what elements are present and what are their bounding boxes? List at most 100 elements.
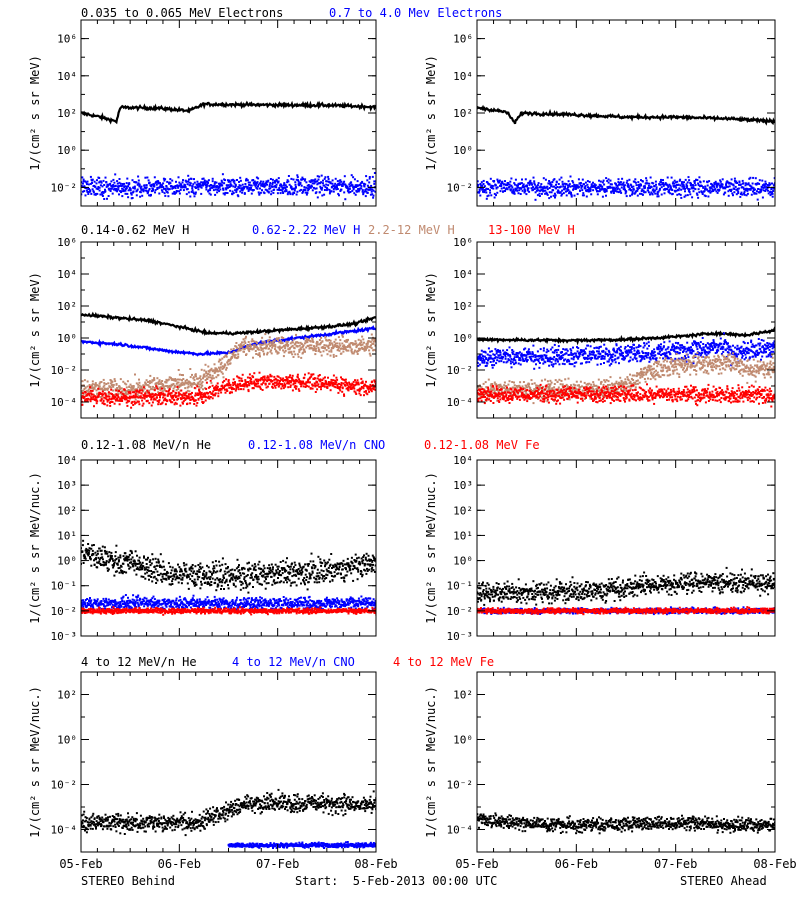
data-point bbox=[230, 391, 232, 393]
data-point bbox=[741, 351, 743, 353]
data-point bbox=[362, 387, 364, 389]
data-point bbox=[583, 349, 585, 351]
data-point bbox=[213, 189, 215, 191]
data-point bbox=[364, 384, 366, 386]
data-point bbox=[125, 396, 127, 398]
data-point bbox=[499, 350, 501, 352]
data-point bbox=[596, 350, 598, 352]
data-point bbox=[700, 181, 702, 183]
data-point bbox=[105, 177, 107, 179]
data-point bbox=[93, 396, 95, 398]
data-point bbox=[156, 382, 158, 384]
data-point bbox=[558, 354, 560, 356]
data-point bbox=[498, 355, 500, 357]
data-point bbox=[338, 194, 340, 196]
data-point bbox=[708, 180, 710, 182]
y-tick-label: 10⁴ bbox=[57, 268, 77, 281]
data-point bbox=[687, 356, 689, 358]
data-point bbox=[171, 384, 173, 386]
data-point bbox=[537, 350, 539, 352]
data-point bbox=[216, 387, 218, 389]
data-point bbox=[766, 356, 768, 358]
data-point bbox=[149, 380, 151, 382]
data-point bbox=[189, 368, 191, 370]
data-point bbox=[151, 388, 153, 390]
data-point bbox=[563, 192, 565, 194]
data-point bbox=[723, 332, 725, 334]
data-point bbox=[515, 362, 517, 364]
data-point bbox=[555, 363, 557, 365]
data-point bbox=[191, 187, 193, 189]
data-point bbox=[694, 182, 696, 184]
data-point bbox=[89, 384, 91, 386]
data-point bbox=[676, 194, 678, 196]
data-point bbox=[555, 184, 557, 186]
data-point bbox=[510, 360, 512, 362]
data-point bbox=[747, 342, 749, 344]
data-point bbox=[219, 186, 221, 188]
data-point bbox=[342, 351, 344, 353]
data-point bbox=[116, 384, 118, 386]
data-point bbox=[707, 347, 709, 349]
data-point bbox=[327, 353, 329, 355]
data-point bbox=[490, 361, 492, 363]
data-point bbox=[485, 192, 487, 194]
data-point bbox=[198, 386, 200, 388]
data-point bbox=[257, 177, 259, 179]
data-point bbox=[210, 184, 212, 186]
data-point bbox=[164, 394, 166, 396]
data-point bbox=[532, 345, 534, 347]
data-point bbox=[659, 181, 661, 183]
data-point bbox=[630, 351, 632, 353]
data-point bbox=[195, 192, 197, 194]
data-point bbox=[103, 401, 105, 403]
data-point bbox=[93, 405, 95, 407]
data-point bbox=[722, 346, 724, 348]
data-point bbox=[532, 353, 534, 355]
data-point bbox=[542, 190, 544, 192]
data-point bbox=[146, 177, 148, 179]
data-point bbox=[524, 355, 526, 357]
data-point bbox=[96, 193, 98, 195]
data-point bbox=[623, 187, 625, 189]
data-point bbox=[344, 346, 346, 348]
data-point bbox=[284, 347, 286, 349]
data-point bbox=[178, 369, 180, 371]
data-point bbox=[262, 350, 264, 352]
data-point bbox=[674, 348, 676, 350]
data-point bbox=[264, 192, 266, 194]
data-point bbox=[576, 346, 578, 348]
data-point bbox=[93, 191, 95, 193]
data-point bbox=[183, 189, 185, 191]
data-point bbox=[677, 184, 679, 186]
data-point bbox=[109, 405, 111, 407]
data-point bbox=[338, 383, 340, 385]
data-point bbox=[286, 189, 288, 191]
data-point bbox=[330, 355, 332, 357]
data-point bbox=[123, 183, 125, 185]
data-point bbox=[739, 196, 741, 198]
data-point bbox=[659, 351, 661, 353]
data-point bbox=[530, 358, 532, 360]
data-point bbox=[509, 380, 511, 382]
data-point bbox=[268, 377, 270, 379]
data-point bbox=[483, 362, 485, 364]
data-point bbox=[373, 341, 375, 343]
data-point bbox=[339, 343, 341, 345]
data-point bbox=[271, 190, 273, 192]
data-point bbox=[154, 176, 156, 178]
data-point bbox=[648, 191, 650, 193]
data-point bbox=[310, 344, 312, 346]
data-point bbox=[182, 403, 184, 405]
data-point bbox=[365, 390, 367, 392]
data-point bbox=[702, 343, 704, 345]
data-point bbox=[275, 186, 277, 188]
data-point bbox=[129, 187, 131, 189]
data-point bbox=[485, 352, 487, 354]
data-point bbox=[346, 339, 348, 341]
data-point bbox=[203, 376, 205, 378]
data-point bbox=[255, 353, 257, 355]
data-point bbox=[643, 357, 645, 359]
data-point bbox=[200, 181, 202, 183]
data-point bbox=[269, 185, 271, 187]
